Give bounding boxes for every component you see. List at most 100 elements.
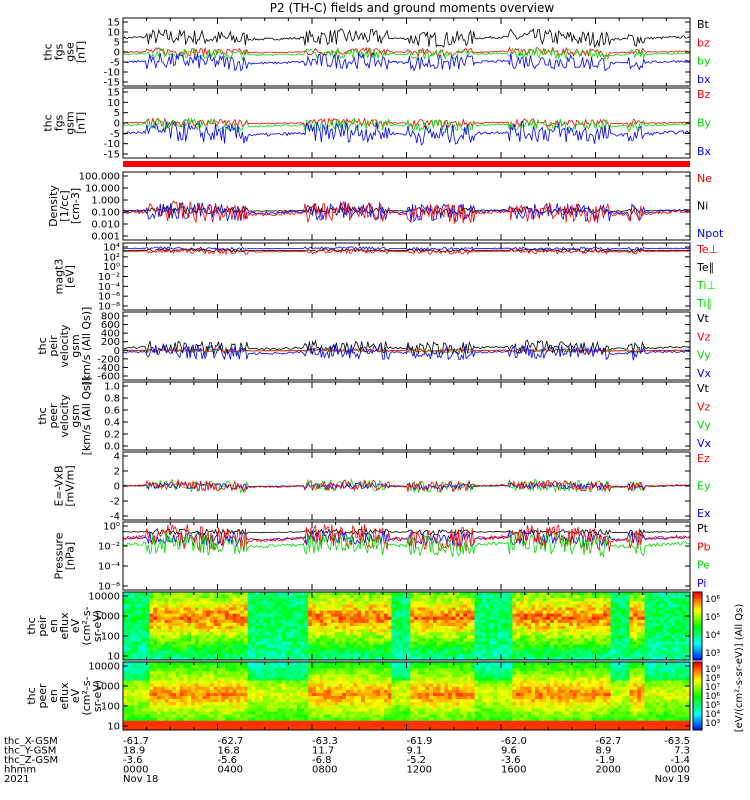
spectrogram-cell xyxy=(281,635,286,639)
spectrogram-cell xyxy=(587,632,593,636)
spectrogram-cell xyxy=(519,622,525,627)
y-tick-label: 0.2 xyxy=(104,430,120,441)
spectrogram-cell xyxy=(232,686,237,691)
spectrogram-cell xyxy=(606,613,611,618)
spectrogram-cell xyxy=(429,638,434,642)
y-axis-label: eflux xyxy=(58,612,71,640)
spectrogram-cell xyxy=(436,613,441,618)
spectrogram-cell xyxy=(228,705,233,709)
spectrogram-cell xyxy=(225,641,230,645)
spectrogram-cell xyxy=(395,656,400,661)
spectrogram-cell xyxy=(663,622,668,627)
spectrogram-cell xyxy=(149,622,154,627)
spectrogram-cell xyxy=(546,626,551,630)
spectrogram-cell xyxy=(553,610,559,614)
spectrogram-cell xyxy=(149,619,154,624)
spectrogram-cell xyxy=(247,702,252,706)
spectrogram-cell xyxy=(542,650,547,655)
spectrogram-cell xyxy=(259,604,264,608)
spectrogram-cell xyxy=(368,616,373,621)
spectrogram-cell xyxy=(270,607,275,611)
spectrogram-cell xyxy=(209,592,215,596)
spectrogram-cell xyxy=(485,644,491,648)
spectrogram-cell xyxy=(640,653,646,658)
spectrogram-cell xyxy=(618,644,623,648)
spectrogram-cell xyxy=(134,607,139,611)
legend-entry: Ne xyxy=(697,172,712,185)
spectrogram-cell xyxy=(175,708,181,712)
spectrogram-cell xyxy=(414,635,419,639)
spectrogram-cell xyxy=(266,689,271,694)
spectrogram-cell xyxy=(221,705,226,709)
spectrogram-cell xyxy=(149,650,154,655)
spectrogram-cell xyxy=(557,613,562,618)
spectrogram-cell xyxy=(380,613,385,618)
spectrogram-cell xyxy=(247,674,252,678)
y-axis-label: Pressure xyxy=(53,532,66,579)
spectrogram-cell xyxy=(436,601,441,605)
spectrogram-cell xyxy=(622,622,627,627)
spectrogram-cell xyxy=(187,668,192,672)
spectrogram-cell xyxy=(523,650,528,655)
spectrogram-cell xyxy=(485,653,491,658)
spectrogram-cell xyxy=(497,613,502,618)
spectrogram-cell xyxy=(281,702,286,706)
spectrogram-cell xyxy=(138,705,143,709)
spectrogram-cell xyxy=(508,656,513,661)
spectrogram-cell xyxy=(319,604,324,608)
spectrogram-cell xyxy=(580,650,585,655)
spectrogram-cell xyxy=(383,647,388,652)
spectrogram-cell xyxy=(236,723,241,728)
spectrogram-cell xyxy=(629,638,634,642)
spectrogram-cell xyxy=(157,665,162,669)
spectrogram-cell xyxy=(198,629,203,633)
spectrogram-cell xyxy=(482,647,487,652)
spectrogram-cell xyxy=(213,680,218,684)
spectrogram-cell xyxy=(380,629,385,633)
spectrogram-cell xyxy=(262,711,268,715)
spectrogram-cell xyxy=(266,692,271,697)
spectrogram-cell xyxy=(656,604,661,608)
spectrogram-cell xyxy=(527,650,532,655)
spectrogram-cell xyxy=(206,598,211,602)
spectrogram-cell xyxy=(187,635,192,639)
y-tick-label: 0 xyxy=(114,346,120,357)
spectrogram-cell xyxy=(221,610,226,614)
spectrogram-cell xyxy=(648,601,653,605)
spectrogram-cell xyxy=(421,595,426,599)
spectrogram-cell xyxy=(251,641,256,645)
spectrogram-cell xyxy=(516,635,521,639)
spectrogram-cell xyxy=(293,641,298,645)
spectrogram-cell xyxy=(145,598,150,602)
spectrogram-cell xyxy=(614,656,619,661)
spectrogram-cell xyxy=(656,592,661,596)
spectrogram-cell xyxy=(221,680,226,684)
spectrogram-cell xyxy=(304,601,309,605)
spectrogram-cell xyxy=(278,604,283,608)
spectrogram-cell xyxy=(497,638,502,642)
spectrogram-cell xyxy=(221,702,226,706)
spectrogram-cell xyxy=(244,626,249,630)
spectrogram-cell xyxy=(380,598,385,602)
spectrogram-cell xyxy=(172,683,177,688)
spectrogram-cell xyxy=(546,598,551,602)
spectrogram-cell xyxy=(587,619,593,624)
spectrogram-cell xyxy=(145,717,150,722)
spectrogram-cell xyxy=(535,656,540,661)
spectrogram-cell xyxy=(659,619,664,624)
spectrogram-cell xyxy=(440,619,445,624)
spectrogram-cell xyxy=(584,629,589,633)
spectrogram-cell xyxy=(323,613,328,618)
spectrogram-cell xyxy=(312,616,317,621)
spectrogram-cell xyxy=(535,626,540,630)
spectrogram-cell xyxy=(255,665,260,669)
spectrogram-cell xyxy=(686,635,691,639)
spectrogram-cell xyxy=(467,647,472,652)
spectrogram-cell xyxy=(300,629,305,633)
spectrogram-cell xyxy=(187,641,192,645)
spectrogram-cell xyxy=(281,683,286,688)
spectrogram-cell xyxy=(349,635,354,639)
spectrogram-cell xyxy=(652,598,657,602)
spectrogram-cell xyxy=(149,632,154,636)
spectrogram-cell xyxy=(674,601,680,605)
